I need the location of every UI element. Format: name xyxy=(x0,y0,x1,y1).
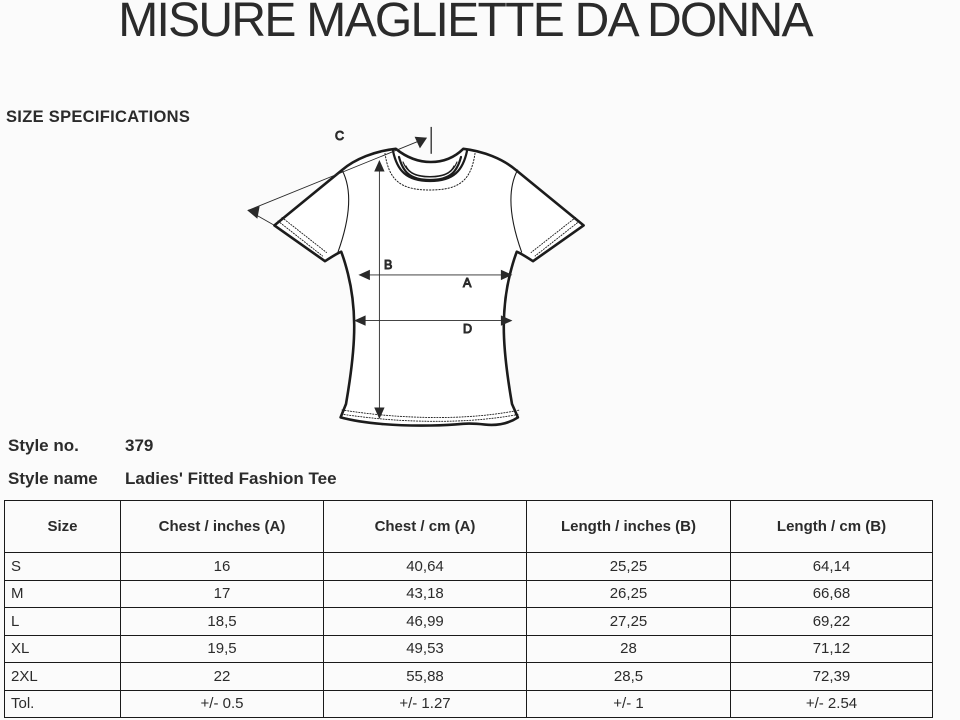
svg-text:B: B xyxy=(384,258,392,272)
svg-text:D: D xyxy=(463,322,472,336)
svg-text:C: C xyxy=(335,129,344,143)
svg-text:A: A xyxy=(463,276,472,290)
